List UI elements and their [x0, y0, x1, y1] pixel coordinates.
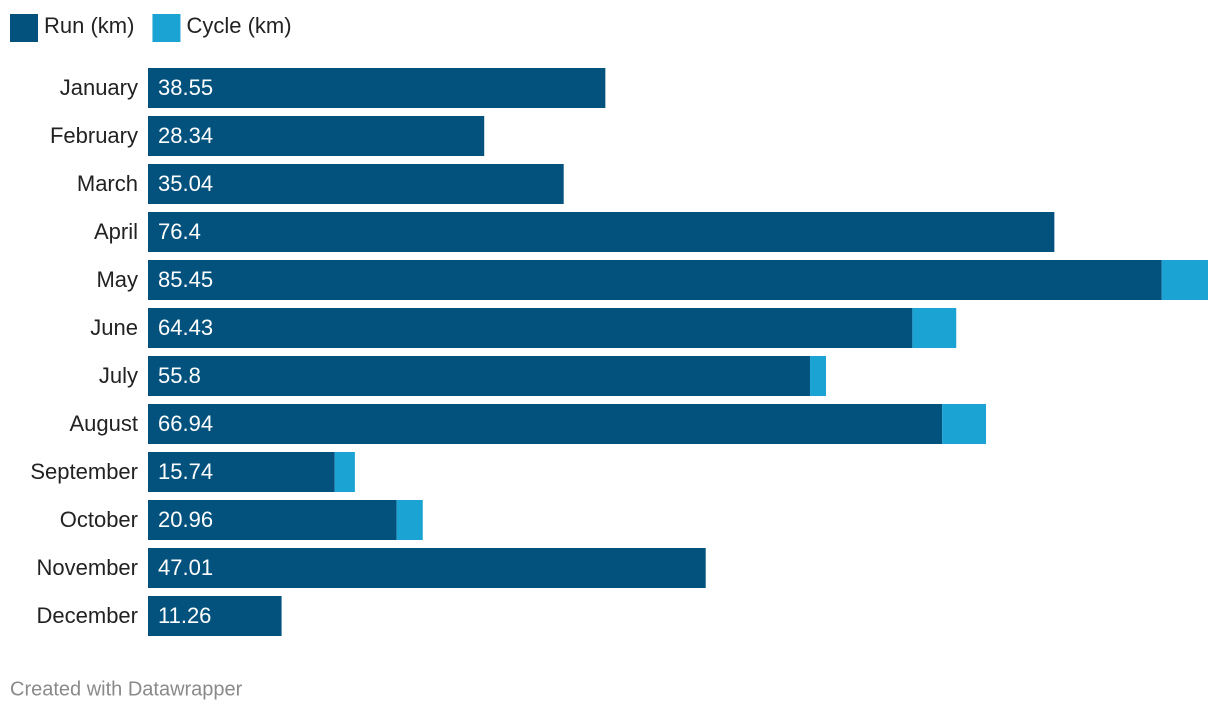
- value-label: 85.45: [158, 267, 213, 292]
- value-label: 28.34: [158, 123, 213, 148]
- bar-segment: [809, 356, 826, 396]
- legend-label: Run (km): [44, 13, 134, 38]
- value-label: 66.94: [158, 411, 213, 436]
- bar-segment: [334, 452, 355, 492]
- y-tick-label: May: [96, 267, 138, 292]
- y-tick-label: August: [70, 411, 139, 436]
- bar-segment: [148, 212, 1055, 252]
- bar-segment: [148, 596, 282, 636]
- bar-segment: [912, 308, 957, 348]
- value-label: 64.43: [158, 315, 213, 340]
- legend-label: Cycle (km): [186, 13, 291, 38]
- bar-segment: [1161, 260, 1208, 300]
- bar-segment: [942, 404, 987, 444]
- value-label: 11.26: [158, 603, 211, 628]
- y-tick-label: March: [77, 171, 138, 196]
- bar-segment: [148, 260, 1162, 300]
- y-tick-label: January: [60, 75, 138, 100]
- y-tick-label: October: [60, 507, 138, 532]
- legend-swatch: [10, 14, 38, 42]
- y-tick-label: April: [94, 219, 138, 244]
- value-label: 15.74: [158, 459, 213, 484]
- bar-segment: [148, 308, 913, 348]
- value-label: 76.4: [158, 219, 201, 244]
- value-label: 47.01: [158, 555, 213, 580]
- value-label: 38.55: [158, 75, 213, 100]
- value-label: 20.96: [158, 507, 213, 532]
- bar-segment: [148, 356, 810, 396]
- value-label: 55.8: [158, 363, 201, 388]
- bar-segment: [148, 548, 706, 588]
- bar-segment: [148, 452, 335, 492]
- bar-segment: [396, 500, 423, 540]
- bar-segment: [148, 164, 564, 204]
- bar-segment: [148, 500, 397, 540]
- y-tick-label: September: [30, 459, 138, 484]
- legend-swatch: [152, 14, 181, 42]
- y-tick-label: November: [37, 555, 138, 580]
- y-tick-label: July: [99, 363, 138, 388]
- footer: Created with Datawrapper: [10, 678, 243, 700]
- bar-segment: [148, 68, 606, 108]
- value-label: 35.04: [158, 171, 213, 196]
- y-tick-label: June: [90, 315, 138, 340]
- y-tick-label: December: [37, 603, 138, 628]
- bar-segment: [148, 404, 943, 444]
- bar-segment: [148, 116, 485, 156]
- y-tick-label: February: [50, 123, 138, 148]
